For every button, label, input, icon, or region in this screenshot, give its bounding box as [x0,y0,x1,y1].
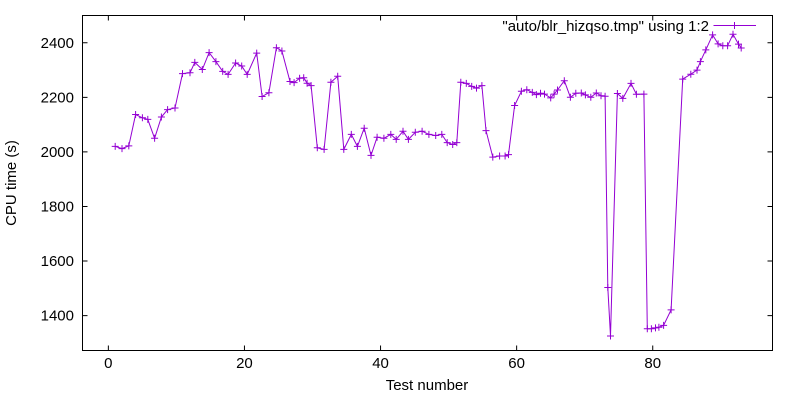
plot-border [82,15,773,351]
x-tick-label: 0 [104,355,112,372]
x-tick-label: 20 [236,355,253,372]
y-tick-label: 1800 [41,198,74,215]
y-tick-label: 2400 [41,35,74,52]
legend-label: "auto/blr_hizqso.tmp" using 1:2 [502,18,709,35]
x-axis-label: Test number [386,377,469,394]
data-markers [111,30,745,340]
y-tick-label: 2200 [41,89,74,106]
legend-sample-line [713,22,756,29]
x-tick-label: 80 [644,355,661,372]
data-series [111,30,745,340]
data-line [115,33,742,337]
x-tick-label: 60 [508,355,525,372]
axes-frame: 0 20 40 60 80 1400 1600 1800 2000 2200 2400 [41,15,773,372]
y-axis-label: CPU time (s) [3,140,20,226]
legend: "auto/blr_hizqso.tmp" using 1:2 [502,18,756,35]
y-tick-label: 1400 [41,308,74,325]
x-tick-label: 40 [372,355,389,372]
y-tick-label: 2000 [41,144,74,161]
y-tick-label: 1600 [41,253,74,270]
